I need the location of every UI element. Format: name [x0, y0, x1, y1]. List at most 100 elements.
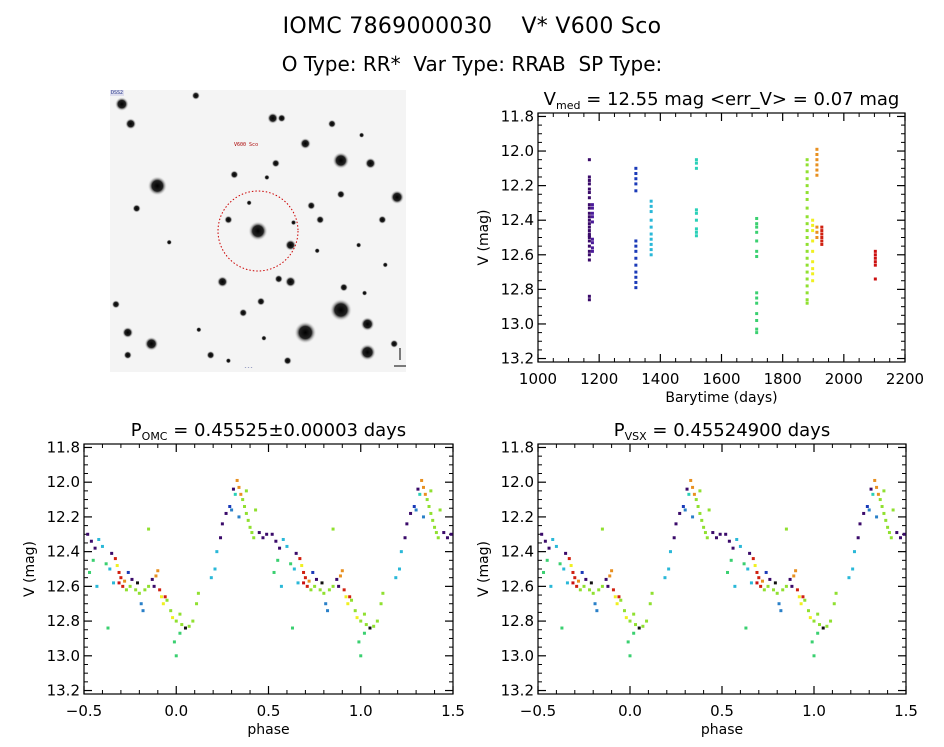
data-point — [637, 626, 641, 630]
star — [123, 350, 132, 360]
data-point — [590, 241, 594, 245]
data-point — [628, 654, 632, 658]
data-point — [196, 591, 200, 595]
data-point — [587, 298, 591, 302]
data-point — [895, 531, 899, 535]
data-point — [744, 626, 748, 630]
data-point — [689, 478, 693, 482]
data-point — [729, 558, 733, 562]
data-point — [694, 161, 698, 165]
data-point — [759, 584, 763, 588]
data-point — [416, 487, 420, 491]
data-point — [811, 272, 815, 276]
data-point — [815, 158, 819, 162]
data-point — [313, 584, 317, 588]
data-point — [571, 570, 575, 574]
data-point — [834, 591, 838, 595]
data-point — [590, 215, 594, 219]
data-point — [753, 564, 757, 568]
data-point — [815, 225, 819, 229]
data-point — [302, 581, 306, 585]
data-point — [241, 498, 245, 502]
data-point — [110, 551, 114, 555]
data-point — [779, 609, 783, 613]
x-tick-label: 0.0 — [618, 702, 642, 720]
data-point — [243, 505, 247, 508]
data-point — [873, 260, 877, 264]
data-point — [694, 208, 698, 212]
y-tick-label: 13.0 — [47, 647, 80, 665]
data-point — [648, 602, 652, 606]
catalog-title: IOMC 7869000030 V* V600 Sco — [0, 14, 944, 39]
data-point — [816, 612, 820, 616]
data-point — [549, 584, 553, 588]
data-point — [608, 574, 612, 578]
data-point — [158, 588, 162, 592]
y-tick-label: 12.6 — [501, 577, 534, 595]
data-point — [161, 602, 165, 606]
data-point — [738, 544, 742, 548]
data-point — [733, 584, 737, 588]
data-point — [353, 609, 357, 613]
data-point — [884, 518, 888, 522]
data-point — [724, 532, 728, 536]
data-point — [755, 319, 759, 322]
x-tick-label: 2000 — [825, 370, 863, 388]
data-point — [359, 619, 363, 623]
star — [256, 297, 266, 306]
data-point — [324, 602, 328, 606]
series-season-1 — [587, 158, 591, 302]
y-tick-label: 12.6 — [47, 577, 80, 595]
data-point — [143, 588, 147, 592]
data-point — [587, 211, 591, 215]
data-point — [649, 232, 653, 236]
data-point — [878, 498, 882, 502]
data-point — [735, 537, 739, 541]
data-point — [320, 581, 324, 585]
data-point — [624, 616, 628, 620]
data-point — [820, 232, 824, 236]
data-point — [381, 591, 385, 595]
data-point — [183, 626, 187, 630]
data-point — [875, 515, 879, 519]
data-point — [257, 531, 261, 535]
data-point — [613, 595, 617, 599]
data-point — [634, 177, 638, 181]
data-point — [224, 511, 228, 515]
x-tick-label: 1800 — [764, 370, 802, 388]
data-point — [694, 498, 698, 502]
data-point — [104, 562, 108, 566]
data-point — [582, 584, 586, 588]
data-point — [228, 505, 232, 508]
data-point — [209, 576, 213, 580]
data-point — [588, 588, 592, 592]
chart-title: PVSX = 0.45524900 days — [614, 420, 830, 443]
data-point — [362, 631, 366, 635]
data-point — [113, 557, 117, 561]
data-point — [337, 584, 341, 588]
data-point — [302, 570, 306, 574]
data-point — [811, 229, 815, 233]
data-point — [587, 249, 591, 253]
data-point — [873, 263, 877, 267]
y-tick-label: 12.8 — [501, 612, 534, 630]
data-point — [781, 588, 785, 592]
data-point — [91, 558, 95, 562]
data-point — [163, 595, 167, 599]
data-point — [815, 163, 819, 167]
y-tick-label: 12.0 — [47, 473, 80, 491]
data-point — [773, 581, 777, 585]
data-point — [327, 588, 331, 592]
data-point — [590, 237, 594, 241]
data-point — [871, 492, 875, 496]
data-point — [540, 532, 544, 536]
data-point — [755, 291, 759, 295]
data-point — [309, 588, 313, 592]
data-point — [156, 569, 160, 573]
data-point — [867, 508, 871, 512]
catalog-id: IOMC 7869000030 — [282, 14, 493, 39]
star — [239, 308, 248, 317]
data-point — [611, 588, 615, 592]
data-point — [760, 579, 764, 583]
data-point — [856, 536, 860, 540]
